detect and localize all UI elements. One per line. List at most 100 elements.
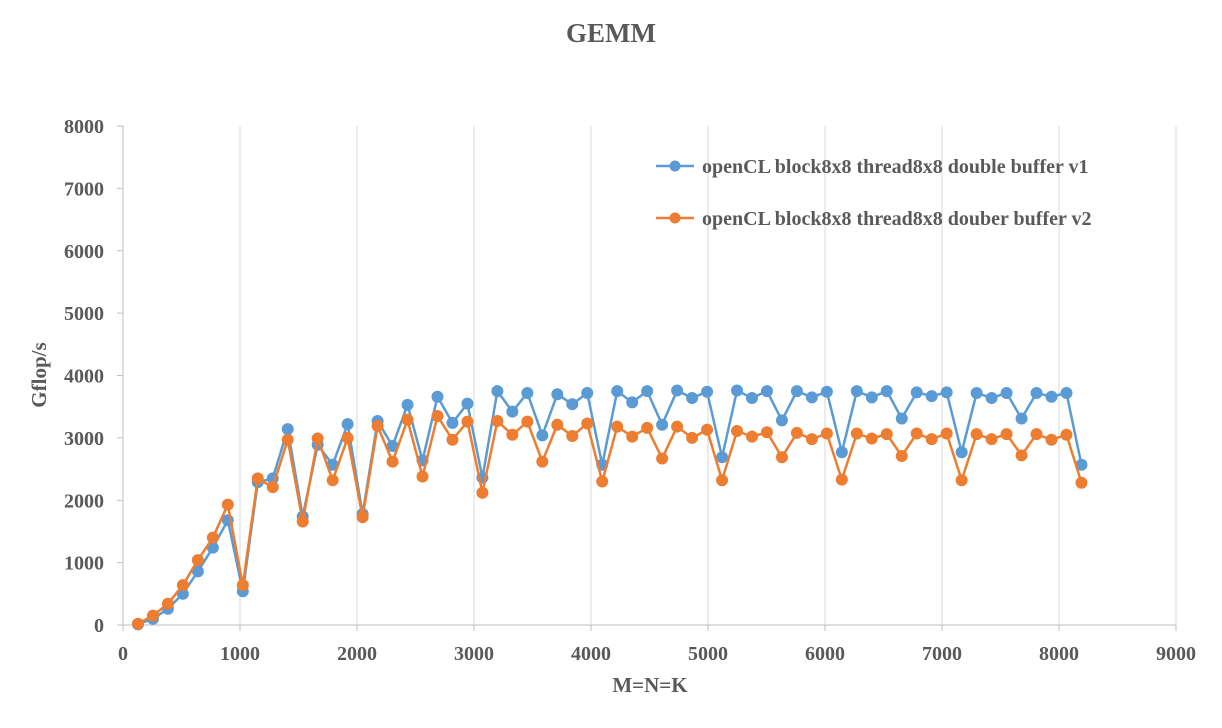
series-2-point [671,420,684,433]
y-tick-label: 3000 [64,428,104,450]
series-2-point [416,470,429,483]
series-2-point [970,428,983,441]
series-1-point [671,384,684,397]
y-tick-label: 2000 [64,490,104,512]
series-1-point [865,391,878,404]
axes: 0 1000 2000 3000 4000 5000 6000 7000 8000 0 1000 20… [64,116,1196,665]
x-tick-label: 2000 [337,643,377,665]
series-2-point [1030,428,1043,441]
series-2-point [401,413,414,426]
series-2-point [506,428,519,441]
series-2-point [341,431,354,444]
series-1-point [880,385,893,398]
series-1-point [805,391,818,404]
series-1-point [491,385,504,398]
series-2-point [731,425,744,438]
series-2-point [955,474,968,487]
series-2-point [146,609,159,622]
series-1-point [521,386,534,399]
series-1-point [985,391,998,404]
x-tick-label: 6000 [805,643,845,665]
series-2-point [281,433,294,446]
series-1-point [641,385,654,398]
series-2-point [521,415,534,428]
series-1-point [686,391,699,404]
series-2-point [131,617,144,630]
series-2-point [431,410,444,423]
series-2-point [251,472,264,485]
x-tick-label: 8000 [1039,643,1079,665]
series-2-point [491,415,504,428]
series-2-point [461,415,474,428]
series-1-point [611,385,624,398]
series-2-line [137,414,1083,625]
series-2-point [716,474,729,487]
series-2-point [760,426,773,439]
series-2-point [206,531,219,544]
series-1-point [731,384,744,397]
series-2-point [626,430,639,443]
series-1-point [626,396,639,409]
series-2-point [611,420,624,433]
series-1-point [850,385,863,398]
series-1-point [775,414,788,427]
y-tick-label: 0 [94,615,104,637]
series-2-point [641,421,654,434]
legend: openCL block8x8 thread8x8 double buffer … [656,156,1092,230]
series-2-point [925,433,938,446]
series-2-point [221,498,234,511]
x-tick-label: 9000 [1156,643,1196,665]
series-1-point [656,418,669,431]
series-1 [131,384,1088,631]
series-2-point [790,426,803,439]
y-tick-label: 8000 [64,116,104,138]
series-1-point [925,390,938,403]
series-1-point [551,388,564,401]
x-tick-label: 0 [118,643,128,665]
series-1-point [745,391,758,404]
legend-label: openCL block8x8 thread8x8 douber buffer … [702,208,1092,230]
series-1-line [137,389,1083,626]
series-1-point [1045,390,1058,403]
series-2-point [835,473,848,486]
series-2-point [311,432,324,445]
x-tick-label: 4000 [571,643,611,665]
series-1-point [970,386,983,399]
series-2-point [476,486,489,499]
series-2-point [701,423,714,436]
gridlines [239,126,1177,625]
series-2-point [296,515,309,528]
y-tick-label: 6000 [64,241,104,263]
series-2-point [266,481,279,494]
series-2-point [326,474,339,487]
y-tick-label: 1000 [64,553,104,575]
series-1-point [566,398,579,411]
x-tick-label: 5000 [688,643,728,665]
series-2-point [551,418,564,431]
series-1-point [760,385,773,398]
series-1-point [716,451,729,464]
series-2-point [1045,433,1058,446]
x-axis-label: M=N=K [612,673,688,697]
series-2-point [581,417,594,430]
series-1-point [446,416,459,429]
series-2-point [1015,449,1028,462]
series-1-point [1000,386,1013,399]
legend-swatch-marker [669,160,681,172]
series-2-point [865,432,878,445]
y-tick-label: 7000 [64,178,104,200]
series-1-point [895,412,908,425]
series-2-point [686,431,699,444]
series-2-point [356,511,369,524]
chart-title: GEMM [566,18,656,48]
legend-entry-1: openCL block8x8 thread8x8 double buffer … [656,156,1089,178]
series-1-point [955,446,968,459]
x-tick-label: 7000 [922,643,962,665]
series-2-point [1000,428,1013,441]
series-1-point [536,429,549,442]
series-1-point [1060,386,1073,399]
series-2-point [386,455,399,468]
series-2-point [566,430,579,443]
